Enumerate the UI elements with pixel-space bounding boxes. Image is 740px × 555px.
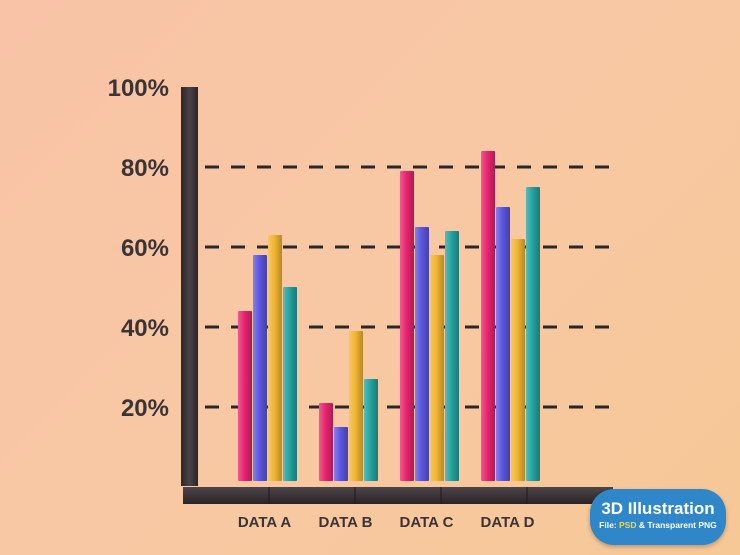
bar (430, 255, 444, 481)
bar (511, 239, 525, 481)
y-tick-label: 40% (121, 315, 169, 342)
x-axis-categories: DATA A DATA B DATA C DATA D (238, 514, 535, 531)
x-category-label: DATA D (481, 514, 535, 531)
x-axis-segments (268, 487, 528, 504)
bar (283, 287, 297, 481)
bar (415, 227, 429, 481)
bar (253, 255, 267, 481)
bar (496, 207, 510, 481)
bar (445, 231, 459, 481)
y-tick-label: 20% (121, 395, 169, 422)
bars (238, 151, 540, 481)
x-category-label: DATA C (400, 514, 454, 531)
bar (238, 311, 252, 481)
x-category-label: DATA B (319, 514, 373, 531)
bar (481, 151, 495, 481)
y-tick-label: 80% (121, 155, 169, 182)
badge-sub-psd: PSD (619, 520, 637, 530)
y-tick-label: 100% (108, 75, 169, 102)
badge-subtitle: File: PSD & Transparent PNG (590, 519, 726, 531)
bar (364, 379, 378, 481)
x-category-label: DATA A (238, 514, 291, 531)
bar (334, 427, 348, 481)
y-axis-ticks: 20% 40% 60% 80% 100% (108, 75, 169, 422)
badge-sub-suffix: & Transparent PNG (636, 520, 717, 530)
badge-sub-prefix: File: (599, 520, 620, 530)
x-axis (183, 487, 613, 504)
badge-title: 3D Illustration (601, 499, 715, 518)
y-axis (181, 87, 198, 486)
badge-3d-illustration: 3D Illustration File: PSD & Transparent … (590, 489, 726, 545)
bar (268, 235, 282, 481)
bar (400, 171, 414, 481)
bar (349, 331, 363, 481)
bar (526, 187, 540, 481)
y-tick-label: 60% (121, 235, 169, 262)
grid-lines (205, 165, 612, 409)
bar (319, 403, 333, 481)
